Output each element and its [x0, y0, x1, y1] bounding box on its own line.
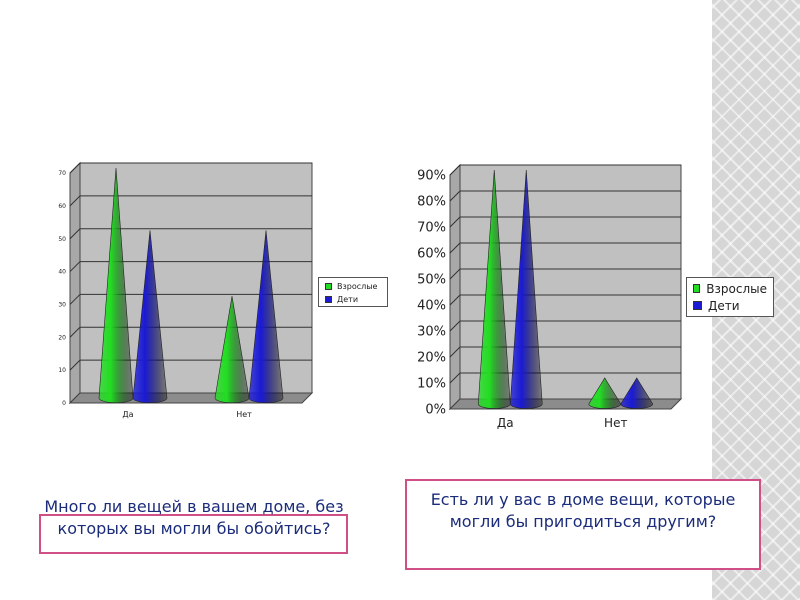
gridline-side: [69, 195, 81, 207]
y-tick-label: 70%: [417, 221, 446, 236]
legend-label-adults: Взрослые: [706, 281, 767, 296]
legend-swatch-adults: [693, 284, 701, 293]
legend-swatch-children: [325, 296, 332, 303]
gridline-side: [449, 164, 461, 176]
gridline-side: [449, 346, 461, 358]
legend-label-children: Дети: [337, 295, 359, 304]
gridline-side: [69, 326, 81, 338]
legend-swatch-adults: [325, 283, 332, 290]
gridline-side: [69, 261, 81, 272]
y-tick-label: 30%: [417, 325, 446, 340]
y-tick-label: 40%: [417, 299, 446, 314]
y-tick-label: 90%: [417, 169, 446, 184]
x-category-label: Нет: [604, 416, 627, 430]
gridline-side: [449, 294, 461, 306]
legend-label-adults: Взрослые: [337, 282, 378, 291]
y-tick-label: 60: [58, 203, 66, 210]
gridline-side: [449, 320, 461, 332]
cone-children-0: [509, 169, 543, 409]
legend-item-adults: Взрослые: [325, 280, 381, 293]
cone-children-0: [132, 230, 168, 404]
legend-label-children: Дети: [708, 298, 740, 313]
caption-right: Есть ли у вас в доме вещи, которые могли…: [430, 490, 736, 531]
x-category-label: Нет: [236, 410, 252, 419]
gridline-side: [449, 372, 461, 384]
y-tick-label: 10%: [417, 377, 446, 392]
legend-swatch-children: [693, 301, 702, 310]
plot-side-wall: [449, 163, 461, 411]
gridline-side: [449, 268, 461, 280]
y-tick-label: 20: [58, 334, 66, 341]
y-tick-label: 0%: [425, 403, 446, 418]
legend-item-children: Дети: [325, 293, 381, 306]
chart-right: 0% 10% 20% 30% 40% 50% 60% 70% 80% 90% Да Нет: [417, 163, 683, 430]
gridline-side: [449, 216, 461, 228]
y-tick-label: 50: [58, 236, 66, 243]
y-tick-label: 30: [58, 302, 66, 309]
legend-left: Взрослые Дети: [318, 277, 388, 307]
gridline-side: [69, 359, 81, 371]
y-tick-label: 10: [58, 367, 66, 374]
caption-left: Много ли вещей в вашем доме, без которых…: [44, 497, 344, 538]
y-tick-label: 70: [58, 170, 66, 177]
y-tick-label: 40: [58, 269, 66, 276]
y-tick-label: 20%: [417, 351, 446, 366]
chart-left: 0 10 20 30 40 50 60 70 Да Нет: [58, 161, 314, 419]
gridline-side: [69, 162, 81, 174]
cone-children-1: [248, 230, 284, 404]
legend-item-adults: Взрослые: [693, 280, 767, 297]
legend-right: Взрослые Дети: [686, 277, 774, 317]
gridline-side: [449, 242, 461, 254]
x-category-label: Да: [497, 416, 514, 430]
gridline-side: [69, 294, 81, 305]
y-tick-label: 0: [62, 400, 66, 407]
y-tick-label: 60%: [417, 247, 446, 262]
cone-children-1: [620, 377, 654, 409]
gridline-side: [69, 228, 81, 240]
caption-box-left: [39, 514, 348, 554]
y-tick-label: 50%: [417, 273, 446, 288]
legend-item-children: Дети: [693, 297, 767, 314]
plot-side-wall: [69, 161, 81, 405]
x-category-label: Да: [122, 410, 133, 419]
caption-box-right: [405, 479, 761, 570]
gridline-side: [449, 190, 461, 202]
y-tick-label: 80%: [417, 195, 446, 210]
